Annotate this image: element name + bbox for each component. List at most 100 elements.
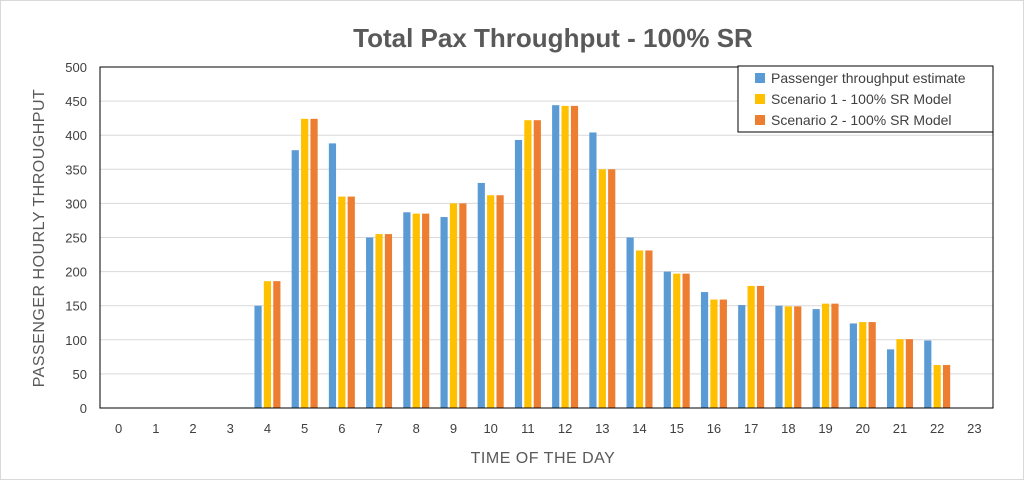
y-tick-label: 500 xyxy=(65,60,87,75)
bar-series-3 xyxy=(570,105,579,409)
bar-series-1 xyxy=(924,340,932,408)
bar-series-1 xyxy=(514,139,523,408)
x-tick-label: 19 xyxy=(818,421,832,436)
x-tick-label: 1 xyxy=(152,421,159,436)
x-tick-label: 2 xyxy=(189,421,196,436)
bar-series-1 xyxy=(589,132,597,408)
bar-series-3 xyxy=(868,322,876,408)
x-tick-label: 16 xyxy=(707,421,721,436)
x-tick-label: 10 xyxy=(483,421,497,436)
bar-series-3 xyxy=(533,120,541,408)
legend-swatch xyxy=(755,115,765,125)
bar-series-1 xyxy=(291,150,299,408)
x-tick-label: 4 xyxy=(264,421,271,436)
bar-series-1 xyxy=(403,212,411,408)
bar-series-3 xyxy=(645,250,653,408)
y-tick-labels: 0 50 100 150 200 250 300 350 400 450 500 xyxy=(65,60,87,416)
y-tick-label: 0 xyxy=(80,401,87,416)
x-tick-label: 15 xyxy=(669,421,683,436)
gridlines xyxy=(100,100,993,375)
x-tick-label: 14 xyxy=(632,421,646,436)
bar-series-3 xyxy=(496,195,504,408)
x-tick-labels: 0 1 2 3 4 5 6 7 8 9 10 11 12 13 14 15 16 17 18 19 20 21 22 23 xyxy=(115,421,982,436)
bars xyxy=(254,105,951,409)
x-tick-label: 21 xyxy=(893,421,907,436)
bar-series-3 xyxy=(719,299,727,408)
bar-series-3 xyxy=(273,281,281,408)
y-tick-label: 450 xyxy=(65,94,87,109)
bar-series-3 xyxy=(756,285,765,408)
x-tick-label: 17 xyxy=(744,421,758,436)
bar-series-1 xyxy=(440,217,448,408)
bar-series-1 xyxy=(626,237,634,408)
x-tick-label: 6 xyxy=(338,421,345,436)
bar-series-1 xyxy=(849,323,857,408)
bar-series-1 xyxy=(663,271,671,408)
bar-series-3 xyxy=(682,273,690,408)
bar-series-2 xyxy=(859,322,867,408)
bar-series-3 xyxy=(384,234,393,408)
bar-series-1 xyxy=(775,305,783,408)
bar-series-2 xyxy=(673,273,681,408)
bar-series-1 xyxy=(254,305,262,408)
bar-series-1 xyxy=(366,237,374,408)
bar-series-2 xyxy=(263,281,272,408)
bar-series-1 xyxy=(812,309,820,408)
y-tick-label: 150 xyxy=(65,299,87,314)
bar-series-3 xyxy=(831,303,839,408)
bar-series-2 xyxy=(896,339,904,408)
x-tick-label: 3 xyxy=(227,421,234,436)
bar-series-1 xyxy=(700,292,709,408)
bar-series-2 xyxy=(933,365,941,408)
bar-series-2 xyxy=(821,303,830,408)
x-tick-label: 9 xyxy=(450,421,457,436)
bar-series-2 xyxy=(375,234,383,408)
x-tick-label: 23 xyxy=(967,421,981,436)
legend-swatch xyxy=(755,73,765,83)
bar-series-3 xyxy=(459,203,467,408)
x-tick-label: 11 xyxy=(521,421,535,436)
legend-label: Scenario 1 - 100% SR Model xyxy=(771,91,952,107)
bar-series-2 xyxy=(449,203,458,408)
x-tick-label: 5 xyxy=(301,421,308,436)
y-tick-label: 50 xyxy=(73,367,87,382)
bar-series-2 xyxy=(710,299,718,408)
y-tick-label: 350 xyxy=(65,162,87,177)
y-tick-label: 250 xyxy=(65,231,87,246)
bar-series-2 xyxy=(784,306,792,408)
chart-title: Total Pax Throughput - 100% SR xyxy=(353,23,753,53)
legend-label: Scenario 2 - 100% SR Model xyxy=(771,112,952,128)
legend: Passenger throughput estimate Scenario 1 … xyxy=(737,65,994,133)
x-tick-label: 12 xyxy=(558,421,572,436)
bar-series-1 xyxy=(328,143,337,408)
x-tick-label: 13 xyxy=(595,421,609,436)
x-tick-label: 20 xyxy=(856,421,870,436)
bar-series-2 xyxy=(598,169,606,408)
y-tick-label: 300 xyxy=(65,196,87,211)
bar-series-1 xyxy=(738,305,746,408)
x-tick-label: 7 xyxy=(375,421,382,436)
x-tick-label: 0 xyxy=(115,421,122,436)
legend-box xyxy=(737,65,994,133)
bar-series-2 xyxy=(524,120,532,408)
x-tick-label: 18 xyxy=(781,421,795,436)
y-tick-label: 100 xyxy=(65,333,87,348)
bar-series-3 xyxy=(794,306,802,408)
x-tick-label: 22 xyxy=(930,421,944,436)
y-axis-title: PASSENGER HOURLY THROUGHPUT xyxy=(31,89,48,388)
bar-series-2 xyxy=(487,195,495,408)
bar-series-2 xyxy=(301,118,309,408)
bar-series-1 xyxy=(477,182,485,408)
bar-series-2 xyxy=(747,285,755,408)
x-axis-title: TIME OF THE DAY xyxy=(471,450,616,467)
bar-series-3 xyxy=(942,365,951,408)
bar-series-2 xyxy=(412,213,420,408)
bar-series-3 xyxy=(608,169,616,408)
bar-series-2 xyxy=(561,105,569,409)
bar-series-2 xyxy=(338,196,346,408)
bar-series-1 xyxy=(552,105,560,408)
legend-label: Passenger throughput estimate xyxy=(771,70,966,86)
bar-series-3 xyxy=(347,196,355,408)
plot-area-border xyxy=(99,66,994,409)
